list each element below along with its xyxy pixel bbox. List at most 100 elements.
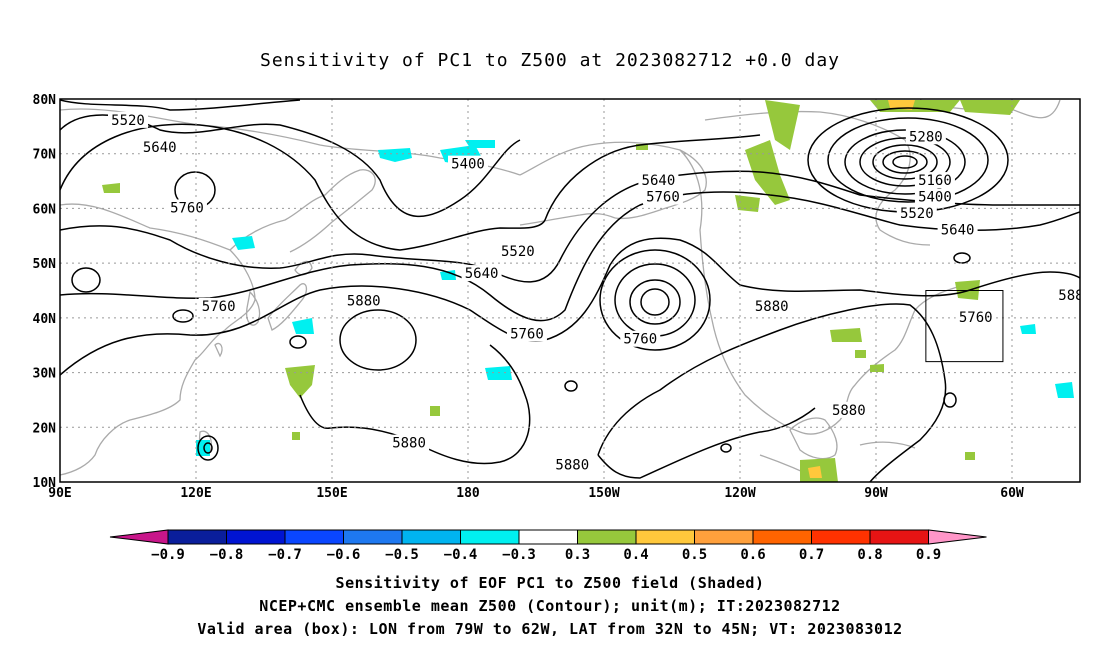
colorbar-segment	[635, 529, 695, 545]
contour-label: 5760	[623, 332, 657, 348]
valid-area-box	[925, 290, 1004, 363]
caption-shaded: Sensitivity of EOF PC1 to Z500 field (Sh…	[335, 574, 765, 592]
contour-label-bg	[506, 325, 547, 342]
contour-label: 5880	[755, 299, 789, 315]
colorbar-tick-label: 0.6	[740, 547, 765, 563]
colorbar-tick-label: 0.9	[916, 547, 941, 563]
colorbar-tick-label: −0.6	[327, 547, 361, 563]
contour-label: 5640	[941, 222, 975, 238]
contour-label-bg	[620, 330, 661, 347]
colorbar-tick-label: 0.5	[682, 547, 707, 563]
colorbar-segment	[226, 529, 286, 545]
contour-label: 5880	[832, 403, 866, 419]
lat-tick-label: 80N	[33, 93, 57, 108]
z500-contours	[60, 99, 1080, 482]
colorbar-segment	[752, 529, 812, 545]
contour-label: 5880	[347, 293, 381, 309]
colorbar-segment	[694, 529, 754, 545]
colorbar-segment	[284, 529, 344, 545]
contour-label-bg	[343, 292, 384, 309]
colorbar-segment	[869, 529, 929, 545]
contour-label: 5760	[959, 310, 993, 326]
plot-title: Sensitivity of PC1 to Z500 at 2023082712…	[259, 50, 840, 71]
contour-label-bg	[166, 199, 207, 216]
contour-label-bg	[108, 111, 148, 128]
contour-label: 5520	[111, 113, 145, 129]
map-gridlines	[60, 99, 1080, 482]
contour-label-bg	[642, 188, 683, 205]
contour-label-bg	[497, 243, 538, 260]
colorbar-tick-label: −0.8	[210, 547, 244, 563]
contour-label: 5640	[465, 266, 499, 282]
contour-label: 5520	[501, 244, 535, 260]
contour-label-bg	[937, 221, 978, 238]
colorbar-tick-label: 0.8	[857, 547, 882, 563]
lat-tick-label: 40N	[33, 312, 57, 327]
contour-label-bg	[914, 188, 955, 205]
colorbar-segment	[401, 529, 461, 545]
contour-label: 5400	[451, 157, 485, 173]
contour-label: 5760	[202, 299, 236, 315]
colorbar-segment	[811, 529, 871, 545]
colorbar-tick-label: −0.4	[444, 547, 478, 563]
contour-label: 5760	[170, 200, 204, 216]
lon-tick-label: 120E	[180, 486, 211, 501]
lon-tick-label: 60W	[1000, 486, 1024, 501]
contour-label: 588	[1058, 288, 1083, 304]
colorbar-min-arrow	[109, 529, 169, 545]
lon-tick-label: 90W	[864, 486, 888, 501]
contour-label: 5160	[918, 173, 952, 189]
contour-label-bg	[1055, 286, 1080, 303]
contour-label-bg	[198, 297, 239, 314]
colorbar-max-arrow	[928, 529, 987, 545]
colorbar-segment	[167, 529, 227, 545]
contour-label: 5640	[642, 173, 676, 189]
colorbar-tick-label: −0.7	[268, 547, 302, 563]
lon-tick-label: 180	[456, 486, 480, 501]
contour-label-bg	[751, 297, 792, 314]
contour-label-bg	[905, 128, 946, 145]
lat-tick-label: 60N	[33, 202, 57, 217]
contour-label: 5880	[555, 458, 589, 474]
caption-valid-area: Valid area (box): LON from 79W to 62W, L…	[197, 620, 903, 638]
lon-tick-label: 90E	[48, 486, 71, 501]
lon-tick-label: 120W	[724, 486, 755, 501]
contour-label-bg	[828, 401, 869, 418]
contour-label-bg	[139, 139, 180, 156]
contour-label-bg	[552, 456, 593, 473]
lat-tick-label: 30N	[33, 367, 57, 382]
lon-tick-label: 150E	[316, 486, 347, 501]
lat-tick-label: 20N	[33, 421, 57, 436]
caption-contour: NCEP+CMC ensemble mean Z500 (Contour); u…	[259, 597, 841, 615]
contour-label: 5400	[918, 189, 952, 205]
lat-tick-label: 10N	[33, 476, 57, 491]
contour-label-bg	[461, 265, 502, 282]
contour-label: 5880	[392, 436, 426, 452]
contour-label: 5760	[510, 326, 544, 342]
colorbar-tick-label: 0.3	[565, 547, 590, 563]
contour-label: 5760	[646, 189, 680, 205]
map-frame	[59, 98, 1081, 483]
axis-labels: 90E 120E 150E 180 150W 120W 90W 60W 80N 70N 60N 50N…	[33, 93, 1024, 501]
lat-tick-label: 70N	[33, 148, 57, 163]
colorbar-tick-label: 0.4	[623, 547, 648, 563]
contour-label-bg	[638, 172, 679, 189]
closed-contours	[71, 107, 1009, 461]
contour-label: 5520	[900, 206, 934, 222]
colorbar-segment	[460, 529, 520, 545]
contour-label-bg	[448, 155, 488, 172]
lat-tick-label: 50N	[33, 257, 57, 272]
colorbar: −0.9 −0.8 −0.7 −0.6 −0.5 −0.4 −0.3 0.3 0.4 0.5 0.6…	[109, 529, 987, 563]
colorbar-tick-label: −0.3	[502, 547, 536, 563]
colorbar-segment	[577, 529, 637, 545]
contour-label: 5280	[909, 129, 943, 145]
contour-label-bg	[914, 172, 955, 189]
contour-label-bg	[896, 204, 937, 221]
contour-label-bg	[389, 434, 430, 451]
colorbar-tick-label: 0.7	[799, 547, 824, 563]
sensitivity-shading	[102, 100, 1074, 482]
lon-tick-label: 150W	[588, 486, 619, 501]
contour-label-bg	[955, 308, 996, 325]
